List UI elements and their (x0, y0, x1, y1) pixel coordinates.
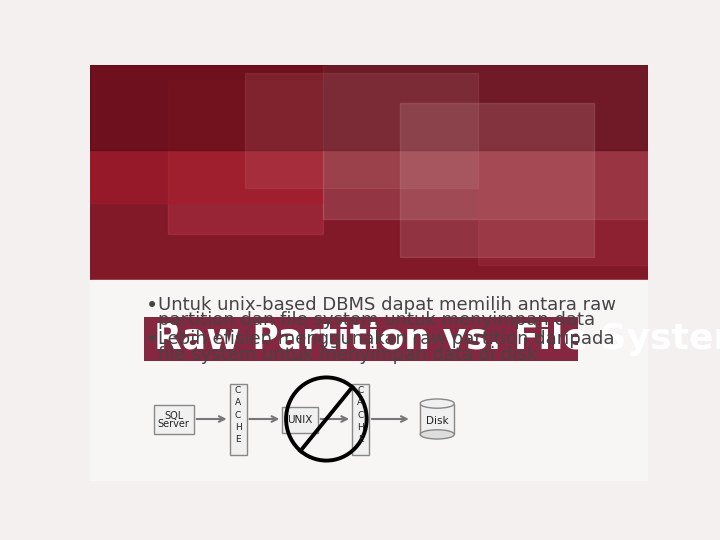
Bar (245, 72, 477, 188)
Bar (144, 316, 578, 361)
Bar (352, 384, 369, 455)
Bar (90, 65, 648, 284)
Text: C: C (357, 386, 364, 395)
Text: A: A (357, 399, 364, 407)
Bar (420, 403, 454, 434)
Text: UNIX: UNIX (287, 415, 312, 425)
Ellipse shape (420, 399, 454, 408)
Bar (90, 65, 648, 284)
Ellipse shape (420, 430, 454, 439)
Text: H: H (235, 423, 241, 432)
Text: C: C (357, 410, 364, 420)
Bar (400, 103, 594, 257)
Text: Disk: Disk (426, 416, 449, 426)
Text: Lebih efisien menggunakan raw partition daripada: Lebih efisien menggunakan raw partition … (158, 330, 615, 348)
Text: E: E (235, 435, 240, 444)
Bar (168, 80, 323, 234)
Text: H: H (357, 423, 364, 432)
Bar (90, 65, 648, 150)
Bar (153, 405, 194, 434)
Text: C: C (235, 410, 241, 420)
Text: file system untuk menyimpan data di disk: file system untuk menyimpan data di disk (158, 346, 537, 364)
Text: A: A (235, 399, 241, 407)
Text: Server: Server (158, 420, 189, 429)
Bar (282, 407, 318, 433)
Text: •: • (145, 330, 158, 350)
Text: SQL: SQL (164, 411, 184, 421)
Bar (230, 384, 246, 455)
Text: Raw Partition vs. File System: Raw Partition vs. File System (153, 322, 720, 356)
Text: Untuk unix-based DBMS dapat memilih antara raw: Untuk unix-based DBMS dapat memilih anta… (158, 296, 616, 314)
Text: E: E (358, 435, 364, 444)
Text: •: • (145, 296, 158, 316)
Bar (90, 65, 323, 204)
Bar (477, 65, 648, 265)
Text: C: C (235, 386, 241, 395)
Text: partition dan file system untuk menyimpan data: partition dan file system untuk menyimpa… (158, 311, 595, 329)
Bar (323, 65, 648, 219)
Bar (90, 280, 648, 481)
